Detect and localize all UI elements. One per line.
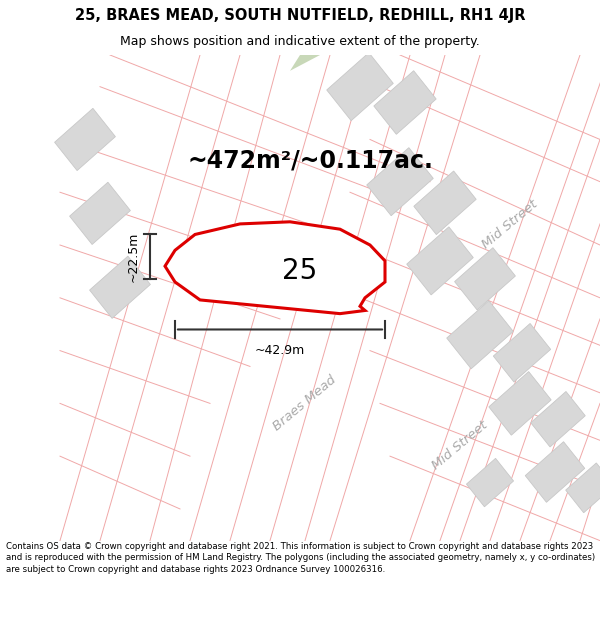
Polygon shape xyxy=(290,55,320,71)
Polygon shape xyxy=(374,71,436,134)
Text: ~472m²/~0.117ac.: ~472m²/~0.117ac. xyxy=(187,149,433,173)
Text: Map shows position and indicative extent of the property.: Map shows position and indicative extent… xyxy=(120,35,480,48)
Polygon shape xyxy=(525,442,585,503)
Polygon shape xyxy=(531,391,585,447)
Polygon shape xyxy=(414,171,476,234)
Polygon shape xyxy=(466,458,514,507)
Polygon shape xyxy=(327,52,393,121)
Polygon shape xyxy=(566,463,600,512)
Polygon shape xyxy=(55,108,115,171)
Text: ~42.9m: ~42.9m xyxy=(255,344,305,357)
Polygon shape xyxy=(89,256,151,318)
Polygon shape xyxy=(367,148,433,216)
Text: 25, BRAES MEAD, SOUTH NUTFIELD, REDHILL, RH1 4JR: 25, BRAES MEAD, SOUTH NUTFIELD, REDHILL,… xyxy=(75,8,525,23)
Text: Mid Street: Mid Street xyxy=(430,419,490,472)
Polygon shape xyxy=(493,324,551,382)
Text: Braes Mead: Braes Mead xyxy=(271,373,339,433)
Text: Mid Street: Mid Street xyxy=(479,197,541,251)
Text: ~22.5m: ~22.5m xyxy=(127,231,140,282)
Polygon shape xyxy=(455,248,515,310)
Polygon shape xyxy=(70,182,130,244)
Polygon shape xyxy=(447,301,513,369)
Polygon shape xyxy=(407,227,473,295)
Polygon shape xyxy=(165,222,385,314)
Polygon shape xyxy=(489,372,551,435)
Text: Contains OS data © Crown copyright and database right 2021. This information is : Contains OS data © Crown copyright and d… xyxy=(6,542,595,574)
Text: 25: 25 xyxy=(283,258,317,286)
